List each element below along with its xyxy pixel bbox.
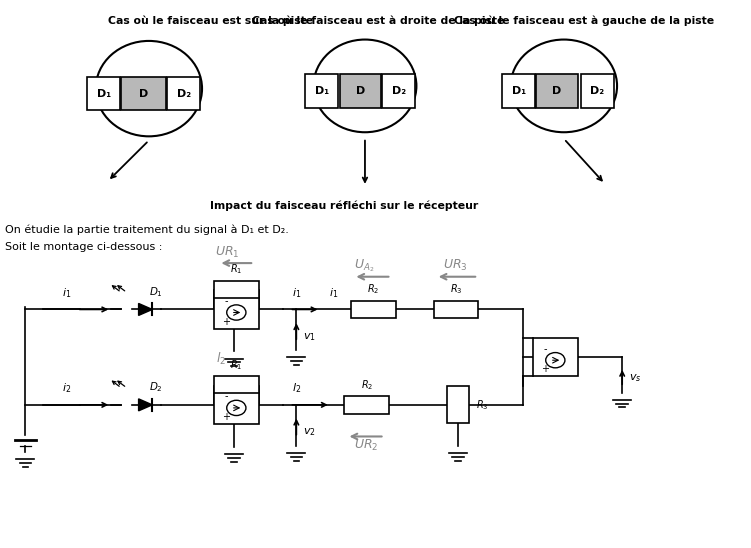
Text: $D_2$: $D_2$ bbox=[149, 380, 163, 394]
Text: $UR_1$: $UR_1$ bbox=[215, 244, 240, 260]
Text: D: D bbox=[355, 86, 365, 96]
Bar bbox=[214, 386, 258, 424]
Text: +: + bbox=[222, 412, 231, 422]
Polygon shape bbox=[139, 304, 152, 316]
Bar bbox=[448, 386, 469, 424]
Text: $U_{A_2}$: $U_{A_2}$ bbox=[354, 258, 375, 274]
Text: On étudie la partie traitement du signal à D₁ et D₂.: On étudie la partie traitement du signal… bbox=[5, 225, 288, 236]
Polygon shape bbox=[139, 399, 152, 411]
Bar bbox=[214, 290, 258, 328]
Bar bbox=[339, 74, 381, 108]
Text: Impact du faisceau réfléchi sur le récepteur: Impact du faisceau réfléchi sur le récep… bbox=[210, 201, 478, 211]
Text: $D_1$: $D_1$ bbox=[149, 285, 163, 299]
Bar bbox=[122, 77, 166, 111]
Text: $R_1$: $R_1$ bbox=[230, 262, 243, 276]
Text: $l_2$: $l_2$ bbox=[291, 381, 301, 395]
Text: Cas où le faisceau est à droite de la piste: Cas où le faisceau est à droite de la pi… bbox=[252, 15, 504, 26]
Bar bbox=[214, 376, 258, 393]
Text: D₂: D₂ bbox=[391, 86, 406, 96]
Text: $R_2$: $R_2$ bbox=[367, 283, 380, 296]
Text: $R_3$: $R_3$ bbox=[450, 283, 462, 296]
Text: +: + bbox=[541, 364, 550, 374]
Text: D₁: D₁ bbox=[97, 89, 110, 99]
Text: $i_1$: $i_1$ bbox=[62, 286, 71, 300]
Bar bbox=[214, 281, 258, 298]
Ellipse shape bbox=[313, 39, 416, 132]
Bar bbox=[581, 74, 614, 108]
Bar bbox=[305, 74, 338, 108]
Text: $l_2$: $l_2$ bbox=[216, 351, 226, 367]
Ellipse shape bbox=[95, 41, 202, 136]
Text: Soit le montage ci-dessous :: Soit le montage ci-dessous : bbox=[5, 242, 162, 253]
Bar bbox=[433, 301, 478, 318]
Text: D₁: D₁ bbox=[511, 86, 526, 96]
Text: +: + bbox=[222, 317, 231, 327]
Text: $i_1$: $i_1$ bbox=[291, 286, 301, 300]
Text: D₂: D₂ bbox=[590, 86, 605, 96]
Text: D: D bbox=[139, 89, 149, 99]
Text: $UR_3$: $UR_3$ bbox=[444, 258, 468, 273]
Bar bbox=[382, 74, 415, 108]
Text: $R_2$: $R_2$ bbox=[360, 378, 372, 392]
Text: D₁: D₁ bbox=[315, 86, 329, 96]
Bar bbox=[502, 74, 535, 108]
Text: $UR_2$: $UR_2$ bbox=[354, 438, 379, 453]
Bar bbox=[351, 301, 396, 318]
Bar bbox=[167, 77, 201, 111]
Text: D₂: D₂ bbox=[176, 89, 191, 99]
Text: D: D bbox=[553, 86, 562, 96]
Bar bbox=[345, 396, 389, 414]
Text: -: - bbox=[544, 344, 547, 354]
Text: $R_1$: $R_1$ bbox=[230, 358, 243, 372]
Text: $R_3$: $R_3$ bbox=[476, 398, 489, 412]
Bar bbox=[87, 77, 120, 111]
Text: Cas où le faisceau est à gauche de la piste: Cas où le faisceau est à gauche de la pi… bbox=[454, 15, 714, 26]
Ellipse shape bbox=[511, 39, 617, 132]
Text: $i_1$: $i_1$ bbox=[330, 286, 339, 300]
Text: $v_2$: $v_2$ bbox=[303, 426, 316, 438]
Text: $v_s$: $v_s$ bbox=[629, 372, 641, 384]
Text: -: - bbox=[225, 296, 228, 306]
Text: -: - bbox=[225, 391, 228, 402]
Bar bbox=[536, 74, 578, 108]
Text: $v_1$: $v_1$ bbox=[303, 331, 316, 342]
Text: Cas où le faisceau est sur la piste: Cas où le faisceau est sur la piste bbox=[107, 15, 313, 26]
Text: $i_2$: $i_2$ bbox=[62, 381, 71, 395]
Bar bbox=[533, 338, 578, 376]
